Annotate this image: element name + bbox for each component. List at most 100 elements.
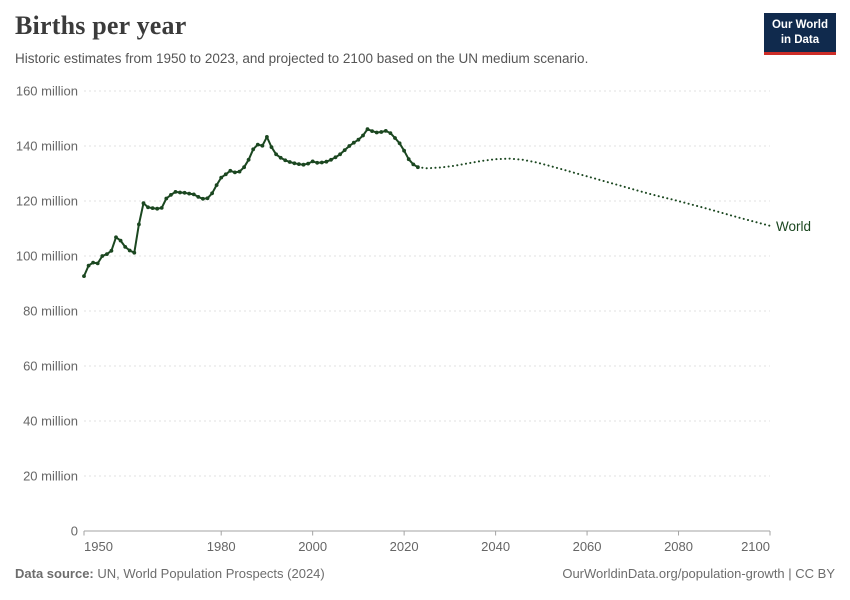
data-point-marker [251, 147, 256, 152]
axes: 0 20 million 40 million 60 million 80 millio… [16, 84, 771, 554]
y-axis-tick-label: 140 million [16, 139, 78, 154]
data-point-marker [127, 248, 132, 253]
x-axis-tick-label: 2000 [298, 539, 327, 554]
series-label-world: World [776, 219, 811, 234]
data-point-marker [91, 260, 95, 265]
x-axis-tick-label: 2060 [573, 539, 602, 554]
data-point-marker [356, 137, 361, 142]
data-point-marker [351, 140, 356, 145]
data-point-marker [242, 165, 247, 170]
data-point-marker [393, 136, 397, 140]
data-point-marker [269, 145, 274, 150]
data-point-marker [82, 274, 86, 278]
data-point-marker [379, 130, 384, 134]
data-point-marker [137, 222, 141, 227]
chart-footer: Data source: UN, World Population Prospe… [15, 566, 835, 581]
data-point-marker [255, 142, 260, 147]
y-axis-tick-label: 40 million [23, 414, 78, 429]
data-point-marker [365, 127, 370, 132]
y-axis-tick-label: 160 million [16, 84, 78, 99]
data-point-marker [141, 201, 146, 206]
data-point-marker [105, 252, 109, 256]
data-point-marker [388, 131, 393, 136]
owid-logo-line1: Our World [771, 19, 828, 31]
data-point-marker [338, 152, 342, 157]
data-point-marker [146, 205, 150, 210]
x-axis-tick-label: 1950 [84, 539, 113, 554]
data-point-marker [265, 135, 269, 139]
y-axis-tick-label: 100 million [16, 249, 78, 264]
data-point-marker [237, 169, 242, 174]
data-point-marker [370, 129, 374, 134]
projection-line [416, 157, 771, 227]
data-point-marker [402, 148, 406, 153]
data-point-marker [150, 206, 155, 211]
owid-logo-line2: in Data [780, 33, 820, 46]
data-point-marker [100, 254, 105, 258]
data-point-marker [333, 155, 338, 160]
data-point-marker [169, 193, 173, 197]
data-point-marker [283, 158, 288, 163]
footer-link[interactable]: OurWorldinData.org/population-growth | C… [562, 566, 835, 581]
data-point-marker [342, 148, 347, 153]
data-point-marker [210, 191, 215, 196]
data-point-marker [191, 192, 196, 197]
y-axis-tick-label: 60 million [23, 359, 78, 374]
data-point-marker [205, 196, 210, 201]
data-point-marker [187, 191, 192, 196]
data-point-marker [223, 172, 228, 177]
data-point-marker [374, 130, 379, 135]
data-point-marker [347, 144, 352, 148]
data-point-marker [173, 190, 178, 194]
x-axis-tick-label: 2100 [741, 539, 770, 554]
data-point-marker [159, 206, 164, 210]
data-point-marker [324, 159, 329, 164]
y-axis-tick-label: 20 million [23, 469, 78, 484]
chart-subtitle: Historic estimates from 1950 to 2023, an… [15, 51, 589, 66]
gridlines [84, 90, 770, 477]
data-point-marker [201, 196, 205, 201]
data-point-marker [228, 168, 233, 173]
data-point-marker [233, 170, 237, 175]
data-point-marker [274, 152, 278, 157]
data-point-marker [278, 155, 283, 160]
data-point-marker [260, 143, 265, 148]
data-point-marker [109, 248, 114, 253]
data-point-marker [306, 161, 310, 166]
data-point-marker [95, 261, 100, 266]
data-point-marker [86, 263, 91, 268]
data-series [82, 127, 771, 278]
data-point-marker [178, 190, 182, 195]
data-point-marker [132, 250, 137, 255]
data-point-marker [315, 160, 320, 165]
data-point-marker [246, 157, 251, 162]
y-axis-tick-label: 0 [71, 524, 78, 539]
data-point-marker [310, 159, 315, 164]
data-point-marker [411, 162, 416, 167]
data-point-marker [287, 160, 292, 164]
data-point-marker [361, 133, 365, 138]
data-point-marker [123, 245, 128, 249]
data-point-marker [118, 238, 123, 243]
data-point-marker [214, 183, 219, 188]
x-axis-tick-label: 2040 [481, 539, 510, 554]
data-source: Data source: UN, World Population Prospe… [15, 566, 325, 581]
x-axis-tick-label: 1980 [207, 539, 236, 554]
data-point-marker [329, 157, 333, 162]
data-point-marker [292, 161, 297, 166]
data-point-marker [383, 129, 388, 133]
data-point-marker [114, 235, 118, 240]
x-axis-tick-label: 2020 [390, 539, 419, 554]
data-source-text: UN, World Population Prospects (2024) [93, 566, 325, 581]
data-point-marker [301, 162, 306, 167]
data-point-marker [319, 160, 324, 165]
data-point-marker [297, 162, 301, 167]
y-axis-tick-label: 80 million [23, 304, 78, 319]
x-axis-tick-label: 2080 [664, 539, 693, 554]
data-point-marker [397, 141, 402, 146]
data-point-marker [219, 175, 224, 180]
data-point-marker [155, 206, 160, 211]
data-point-marker [182, 190, 187, 195]
data-source-label: Data source: [15, 566, 94, 581]
